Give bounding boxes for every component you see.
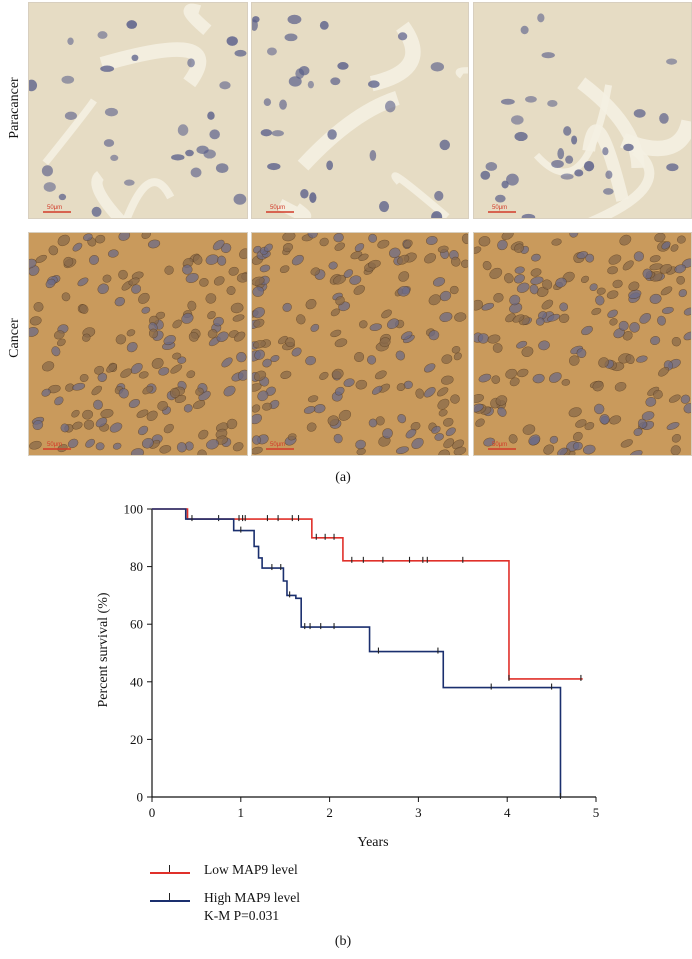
chart-series <box>152 508 583 799</box>
legend-label-low: Low MAP9 level <box>204 862 298 877</box>
x-tick-label: 4 <box>504 805 511 820</box>
y-tick-label: 100 <box>124 502 144 517</box>
legend-censor-tick-low <box>169 865 170 872</box>
panel-a-micrographs: Paracancer Cancer 50μm 50μm 50μm 50μm 50… <box>7 2 692 485</box>
chart-axes: 0 1 2 3 4 5 0 20 40 60 80 100 <box>124 502 600 821</box>
row-label-paracancer: Paracancer <box>7 77 22 139</box>
scale-bar-label: 50μm <box>492 205 507 211</box>
y-axis-label: Percent survival (%) <box>96 592 111 707</box>
panel-b-label: (b) <box>334 934 352 949</box>
chart-legend: Low MAP9 level High MAP9 level K-M P=0.0… <box>150 862 350 942</box>
x-tick-label: 2 <box>326 805 333 820</box>
legend-stat-label: K-M P=0.031 <box>204 908 280 923</box>
scale-bar-label: 50μm <box>492 442 507 448</box>
survival-curve-low <box>152 508 583 680</box>
y-tick-label: 20 <box>130 732 143 747</box>
legend-swatch-low <box>150 872 190 874</box>
y-tick-label: 80 <box>130 559 143 574</box>
x-tick-label: 5 <box>593 805 600 820</box>
x-tick-label: 3 <box>415 805 422 820</box>
cancer-image-2: 50μm <box>251 232 469 456</box>
x-tick-label: 1 <box>238 805 245 820</box>
scale-bar-label: 50μm <box>270 442 285 448</box>
panel-a-label: (a) <box>335 470 351 485</box>
paracancer-image-3: 50μm <box>473 2 692 219</box>
y-tick-label: 0 <box>137 790 144 805</box>
y-tick-label: 60 <box>130 617 143 632</box>
legend-label-high: High MAP9 level <box>204 890 300 905</box>
cancer-image-3: 50μm <box>473 232 692 456</box>
x-axis-label: Years <box>357 835 388 850</box>
row-label-cancer: Cancer <box>7 318 22 358</box>
survival-curve-high <box>152 508 562 797</box>
paracancer-image-1: 50μm <box>28 2 248 219</box>
cancer-image-1: 50μm <box>28 232 248 456</box>
paracancer-image-2: 50μm <box>251 2 469 219</box>
y-tick-label: 40 <box>130 674 143 689</box>
scale-bar-label: 50μm <box>47 442 62 448</box>
legend-swatch-high <box>150 900 190 902</box>
scale-bar-label: 50μm <box>47 205 62 211</box>
scale-bar-label: 50μm <box>270 205 285 211</box>
x-tick-label: 0 <box>149 805 156 820</box>
legend-censor-tick-high <box>169 893 170 900</box>
